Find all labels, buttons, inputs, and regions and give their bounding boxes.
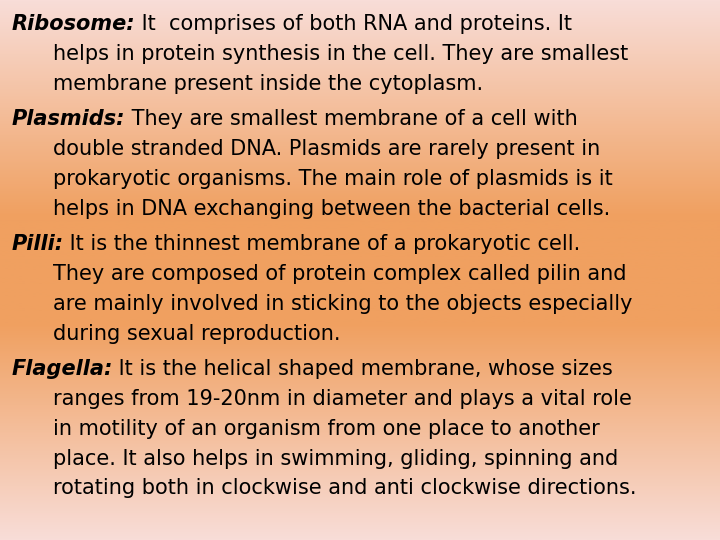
Text: are mainly involved in sticking to the objects especially: are mainly involved in sticking to the o… [53, 294, 632, 314]
Text: in motility of an organism from one place to another: in motility of an organism from one plac… [53, 418, 600, 438]
Text: Pilli:: Pilli: [11, 234, 63, 254]
Text: helps in protein synthesis in the cell. They are smallest: helps in protein synthesis in the cell. … [53, 44, 628, 64]
Text: They are smallest membrane of a cell with: They are smallest membrane of a cell wit… [125, 109, 577, 129]
Text: ranges from 19-20nm in diameter and plays a vital role: ranges from 19-20nm in diameter and play… [53, 389, 631, 409]
Text: It is the helical shaped membrane, whose sizes: It is the helical shaped membrane, whose… [112, 359, 613, 379]
Text: prokaryotic organisms. The main role of plasmids is it: prokaryotic organisms. The main role of … [53, 168, 613, 189]
Text: They are composed of protein complex called pilin and: They are composed of protein complex cal… [53, 264, 626, 284]
Text: Ribosome:: Ribosome: [11, 14, 135, 34]
Text: during sexual reproduction.: during sexual reproduction. [53, 323, 341, 343]
Text: Plasmids:: Plasmids: [11, 109, 125, 129]
Text: place. It also helps in swimming, gliding, spinning and: place. It also helps in swimming, glidin… [53, 449, 618, 469]
Text: helps in DNA exchanging between the bacterial cells.: helps in DNA exchanging between the bact… [53, 199, 610, 219]
Text: It  comprises of both RNA and proteins. It: It comprises of both RNA and proteins. I… [135, 14, 572, 34]
Text: double stranded DNA. Plasmids are rarely present in: double stranded DNA. Plasmids are rarely… [53, 139, 600, 159]
Text: It is the thinnest membrane of a prokaryotic cell.: It is the thinnest membrane of a prokary… [63, 234, 580, 254]
Text: membrane present inside the cytoplasm.: membrane present inside the cytoplasm. [53, 73, 483, 93]
Text: Flagella:: Flagella: [11, 359, 112, 379]
Text: rotating both in clockwise and anti clockwise directions.: rotating both in clockwise and anti cloc… [53, 478, 636, 498]
